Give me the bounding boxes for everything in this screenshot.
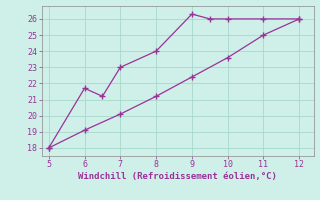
X-axis label: Windchill (Refroidissement éolien,°C): Windchill (Refroidissement éolien,°C) [78, 172, 277, 181]
